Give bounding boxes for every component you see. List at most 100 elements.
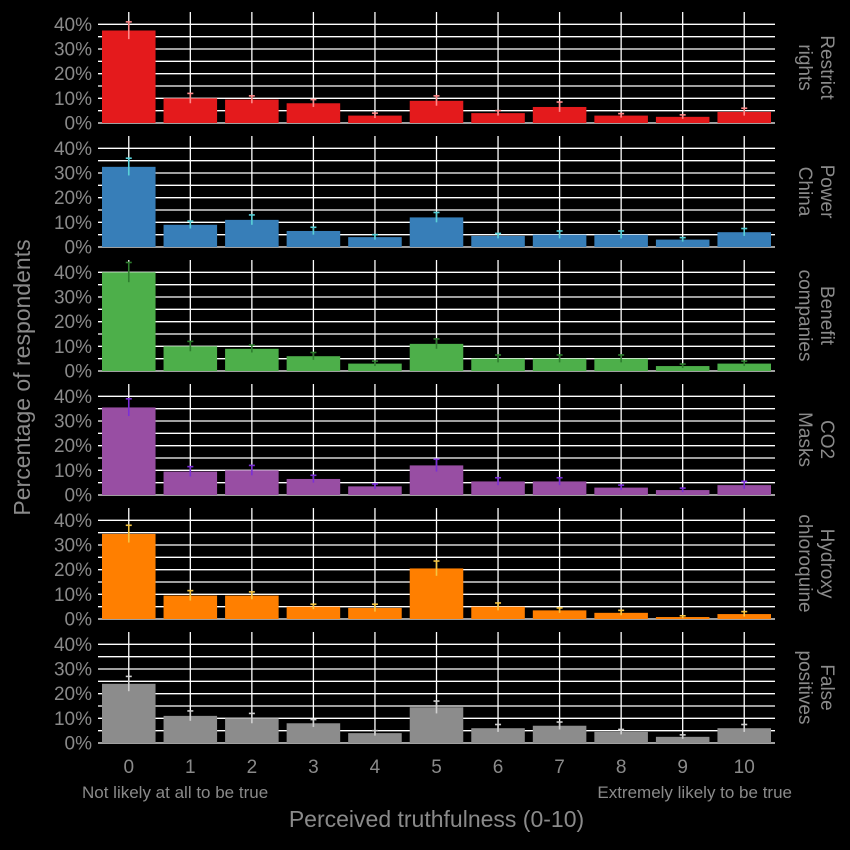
facet-strip-label-line: Hydroxy [816, 529, 837, 599]
bar [286, 606, 341, 619]
bar [717, 363, 771, 371]
facet-strip-label-line: False [816, 664, 837, 710]
bar [471, 358, 525, 371]
y-tick-label: 40% [54, 139, 92, 160]
y-tick-label: 0% [65, 734, 93, 755]
bar [594, 115, 648, 123]
bar [409, 568, 464, 619]
bar [471, 235, 525, 247]
bar [594, 234, 648, 247]
y-tick-label: 20% [54, 684, 92, 705]
bar [532, 610, 587, 619]
x-tick-label: 10 [734, 757, 755, 778]
x-tick-label: 3 [308, 757, 319, 778]
y-tick-label: 10% [54, 461, 92, 482]
bar [717, 728, 771, 743]
facet-strip-label-line: Restrict [816, 35, 837, 100]
y-tick-label: 40% [54, 635, 92, 656]
facet-strip-label-line: Masks [794, 412, 815, 467]
x-tick-label: 6 [493, 757, 504, 778]
bar [102, 30, 156, 123]
facet-strip-label-line: Benefit [816, 286, 837, 346]
bar [225, 99, 279, 123]
bar [163, 471, 218, 495]
y-tick-label: 0% [65, 610, 93, 631]
y-tick-label: 10% [54, 709, 92, 730]
y-tick-label: 30% [54, 412, 92, 433]
bar [286, 356, 341, 371]
bar [471, 113, 525, 123]
bar [286, 230, 341, 247]
bar [655, 239, 710, 247]
y-tick-label: 30% [54, 40, 92, 61]
facet-strip-label-line: CO2 [816, 420, 837, 459]
y-tick-label: 40% [54, 263, 92, 284]
facet-strip-label-line: chloroquine [794, 514, 815, 612]
bar [348, 607, 402, 619]
facet-strip-label-line: China [794, 167, 815, 217]
bar [471, 481, 525, 495]
bar [594, 731, 648, 743]
bar [655, 490, 710, 495]
bar [471, 728, 525, 743]
facet-strip-label: Hydroxychloroquine [794, 514, 837, 612]
y-tick-label: 20% [54, 188, 92, 209]
y-tick-label: 30% [54, 288, 92, 309]
y-tick-label: 10% [54, 585, 92, 606]
bar [532, 234, 587, 247]
y-tick-label: 30% [54, 536, 92, 557]
bar [102, 533, 156, 619]
bar [348, 115, 402, 123]
facet-strip-label: Benefitcompanies [794, 270, 837, 362]
x-axis-title: Perceived truthfulness (0-10) [289, 806, 584, 832]
y-tick-label: 0% [65, 486, 93, 507]
y-tick-label: 10% [54, 213, 92, 234]
bar [286, 723, 341, 743]
bar [102, 166, 156, 247]
x-tick-label: 0 [123, 757, 134, 778]
bar [717, 111, 771, 123]
facet-strip-label-line: Power [816, 165, 837, 220]
bar [286, 103, 341, 123]
y-tick-label: 30% [54, 164, 92, 185]
y-tick-label: 0% [65, 238, 93, 259]
x-tick-label: 9 [677, 757, 688, 778]
y-axis-title: Percentage of respondents [9, 239, 35, 515]
bar [471, 606, 525, 619]
bar [655, 366, 710, 371]
x-tick-label: 4 [370, 757, 381, 778]
bar [717, 485, 771, 495]
bar [225, 595, 279, 619]
x-tick-label: 7 [554, 757, 565, 778]
facet-strip-label: PowerChina [794, 165, 837, 220]
facet-strip-label: CO2Masks [794, 412, 837, 467]
bar [102, 407, 156, 495]
x-tick-label: 5 [431, 757, 442, 778]
bar [163, 595, 218, 619]
x-anchor-right-label: Extremely likely to be true [597, 783, 792, 802]
bar [163, 224, 218, 247]
bar [655, 736, 710, 743]
y-tick-label: 40% [54, 387, 92, 408]
bar [102, 272, 156, 371]
bar [532, 725, 587, 743]
bar [102, 683, 156, 743]
y-tick-label: 20% [54, 64, 92, 85]
bar [286, 478, 341, 495]
facet-strip-label-line: companies [794, 270, 815, 362]
bar [348, 363, 402, 371]
x-tick-label: 8 [616, 757, 627, 778]
facet-strip-label: Restrictrights [794, 35, 837, 100]
bar [594, 612, 648, 619]
y-tick-label: 40% [54, 15, 92, 36]
x-tick-label: 2 [247, 757, 258, 778]
bar [348, 733, 402, 743]
bar [717, 232, 771, 247]
y-tick-label: 0% [65, 114, 93, 135]
bar [532, 481, 587, 495]
y-tick-label: 10% [54, 89, 92, 110]
facet-strip-label-line: positives [794, 651, 815, 725]
y-tick-label: 20% [54, 560, 92, 581]
